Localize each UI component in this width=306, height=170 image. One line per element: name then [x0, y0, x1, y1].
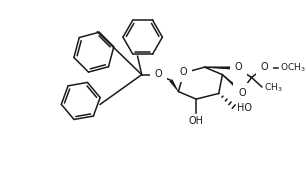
Polygon shape [169, 79, 179, 92]
Text: OH: OH [189, 116, 204, 126]
Text: CH$_3$: CH$_3$ [264, 82, 282, 94]
Polygon shape [222, 74, 242, 93]
Text: O: O [261, 62, 268, 72]
Text: O: O [155, 69, 162, 79]
Polygon shape [205, 66, 237, 70]
Text: O: O [238, 88, 246, 98]
Text: OCH$_3$: OCH$_3$ [280, 62, 305, 74]
Text: O: O [235, 62, 242, 72]
Text: O: O [179, 67, 187, 77]
Text: HO: HO [237, 103, 252, 113]
